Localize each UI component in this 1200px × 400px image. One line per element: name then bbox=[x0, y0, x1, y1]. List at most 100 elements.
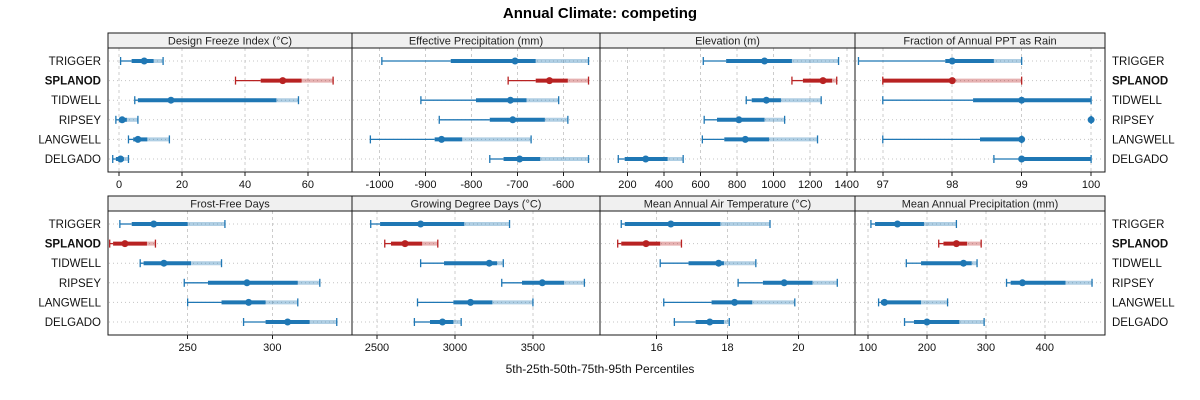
series-trigger bbox=[620, 220, 771, 228]
axis-tick-label: 300 bbox=[263, 342, 281, 354]
station-label-right: DELGADO bbox=[1112, 154, 1168, 166]
station-label-right: TRIGGER bbox=[1112, 219, 1164, 231]
axis-tick-label: 1400 bbox=[835, 179, 859, 191]
median-dot bbox=[948, 57, 956, 65]
median-dot bbox=[762, 96, 770, 104]
series-ripsey bbox=[703, 115, 786, 124]
median-dot bbox=[516, 155, 524, 163]
median-dot bbox=[279, 77, 287, 85]
median-dot bbox=[642, 240, 650, 248]
median-dot bbox=[401, 240, 409, 248]
series-trigger bbox=[870, 220, 958, 228]
axis-tick-label: 3500 bbox=[521, 342, 545, 354]
station-label-left: TIDWELL bbox=[51, 258, 101, 270]
axis-tick-label: 200 bbox=[918, 342, 936, 354]
series-tidwell bbox=[905, 259, 978, 268]
series-delgado bbox=[112, 155, 130, 163]
median-dot bbox=[1018, 155, 1026, 163]
median-dot bbox=[1018, 96, 1026, 104]
median-dot bbox=[667, 220, 675, 228]
series-langwell bbox=[663, 298, 796, 307]
series-tidwell bbox=[659, 259, 757, 268]
panel-elevation-m: 200 400 600 800 1000 1200 1400 Elevation (m) bbox=[599, 32, 859, 191]
series-trigger bbox=[119, 57, 164, 65]
axis-tick-label: -800 bbox=[460, 179, 482, 191]
station-label-right: RIPSEY bbox=[1112, 115, 1155, 127]
series-splanod bbox=[938, 239, 982, 248]
median-dot bbox=[243, 279, 251, 287]
panel-growing-degree-days-c: 2500 3000 3500 Growing Degree Days (°C) bbox=[351, 195, 601, 354]
panel-mean-annual-precipitation-mm: 100 200 300 400 Mean Annual Precipitation (m… bbox=[854, 195, 1106, 354]
median-dot bbox=[1018, 135, 1026, 143]
series-splanod bbox=[109, 239, 157, 248]
axis-tick-label: 100 bbox=[1082, 179, 1100, 191]
median-dot bbox=[819, 77, 827, 85]
axis-tick-label: -700 bbox=[506, 179, 528, 191]
series-ripsey bbox=[1005, 278, 1093, 287]
series-langwell bbox=[882, 135, 1026, 144]
series-trigger bbox=[381, 57, 590, 65]
axis-tick-label: 0 bbox=[116, 179, 122, 191]
axis-tick-label: 300 bbox=[977, 342, 995, 354]
median-dot bbox=[923, 318, 931, 326]
series-delgado bbox=[489, 155, 590, 163]
axis-tick-label: 400 bbox=[1036, 342, 1054, 354]
axis-tick-label: 98 bbox=[946, 179, 958, 191]
station-label-left: TRIGGER bbox=[49, 56, 101, 68]
series-trigger bbox=[370, 220, 511, 228]
series-delgado bbox=[242, 318, 338, 326]
series-splanod bbox=[507, 76, 590, 85]
series-langwell bbox=[186, 298, 299, 307]
median-dot bbox=[118, 116, 126, 124]
panel-strip-title: Frost-Free Days bbox=[190, 199, 270, 211]
series-tidwell bbox=[134, 96, 300, 105]
series-langwell bbox=[416, 298, 534, 307]
station-label-left: SPLANOD bbox=[45, 76, 101, 88]
series-tidwell bbox=[420, 96, 560, 105]
axis-tick-label: 40 bbox=[239, 179, 251, 191]
median-dot bbox=[438, 318, 446, 326]
panel-effective-precipitation-mm: -1000 -900 -800 -700 -600 Effective Precipita… bbox=[351, 32, 601, 191]
station-label-right: TRIGGER bbox=[1112, 56, 1164, 68]
median-dot bbox=[117, 155, 125, 163]
panel-strip-title: Fraction of Annual PPT as Rain bbox=[903, 36, 1056, 48]
axis-tick-label: 18 bbox=[721, 342, 733, 354]
panel-strip bbox=[854, 32, 1106, 49]
median-dot bbox=[642, 155, 650, 163]
axis-tick-label: 250 bbox=[178, 342, 196, 354]
axis-tick-label: -600 bbox=[552, 179, 574, 191]
median-dot bbox=[245, 298, 253, 306]
axis-tick-label: 3000 bbox=[443, 342, 467, 354]
median-dot bbox=[948, 77, 956, 85]
series-trigger bbox=[702, 57, 840, 65]
median-dot bbox=[150, 220, 158, 228]
axis-tick-label: 20 bbox=[176, 179, 188, 191]
series-trigger bbox=[119, 220, 226, 228]
panel-design-freeze-index-c: 0 20 40 60 Design Freeze Index (°C) bbox=[107, 32, 353, 191]
median-dot bbox=[509, 116, 517, 124]
series-tidwell bbox=[139, 259, 223, 268]
panel-strip-title: Elevation (m) bbox=[695, 36, 760, 48]
station-label-right: SPLANOD bbox=[1112, 239, 1168, 251]
median-dot bbox=[485, 259, 493, 267]
series-tidwell bbox=[745, 96, 822, 105]
station-label-right: TIDWELL bbox=[1112, 95, 1162, 107]
axis-tick-label: 100 bbox=[859, 342, 877, 354]
station-label-right: SPLANOD bbox=[1112, 76, 1168, 88]
series-ripsey bbox=[1087, 115, 1095, 124]
median-dot bbox=[1087, 116, 1095, 124]
panel-strip-title: Effective Precipitation (mm) bbox=[409, 36, 543, 48]
axis-tick-label: 200 bbox=[618, 179, 636, 191]
axis-tick-label: 97 bbox=[877, 179, 889, 191]
median-dot bbox=[134, 135, 142, 143]
series-splanod bbox=[384, 239, 439, 248]
median-dot bbox=[880, 298, 888, 306]
median-dot bbox=[538, 279, 546, 287]
median-dot bbox=[438, 135, 446, 143]
median-dot bbox=[952, 240, 960, 248]
series-langwell bbox=[701, 135, 819, 144]
station-label-right: TIDWELL bbox=[1112, 258, 1162, 270]
series-splanod bbox=[234, 76, 334, 85]
